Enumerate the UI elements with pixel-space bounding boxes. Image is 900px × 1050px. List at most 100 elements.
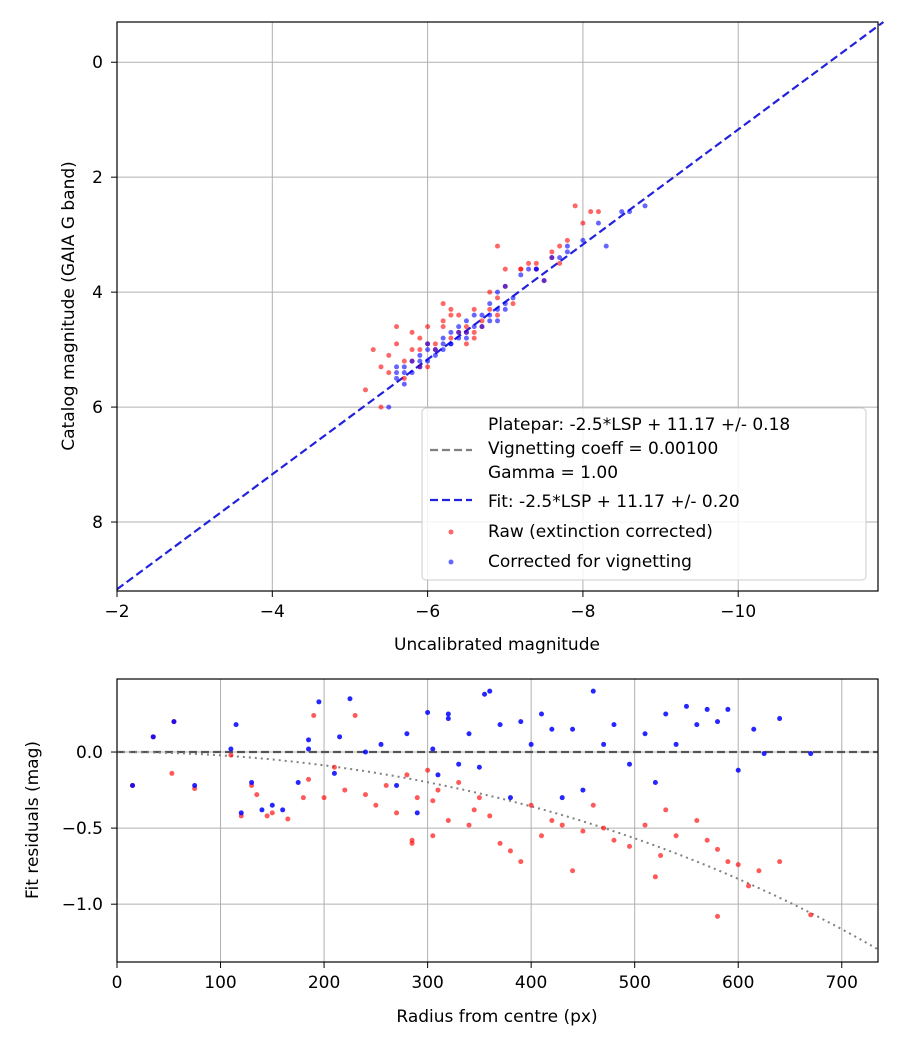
raw-residual-point: [228, 752, 234, 758]
raw-residual-point: [425, 767, 431, 773]
raw-residual-point: [362, 792, 368, 798]
calibration-plot-frame: [116, 21, 879, 592]
bottom-y-tick-label: 0.0: [76, 743, 103, 763]
raw-point: [401, 375, 407, 381]
raw-residual-point: [746, 883, 752, 889]
raw-residual-point: [704, 837, 710, 843]
corrected-point: [619, 209, 625, 215]
corrected-residual-point: [652, 779, 658, 785]
corrected-point: [564, 243, 570, 249]
corrected-residual-point: [331, 770, 337, 776]
corrected-point: [627, 209, 633, 215]
raw-residual-point: [487, 813, 493, 819]
top-y-tick-label: 2: [92, 168, 103, 188]
raw-residual-point: [264, 813, 270, 819]
raw-residual-point: [352, 713, 358, 719]
corrected-residual-point: [259, 807, 265, 813]
corrected-residual-point: [487, 688, 493, 694]
raw-point: [425, 324, 431, 330]
corrected-residual-point: [228, 746, 234, 752]
corrected-residual-point: [735, 767, 741, 773]
corrected-point: [463, 318, 469, 324]
corrected-residual-point: [269, 802, 275, 808]
corrected-residual-point: [580, 787, 586, 793]
corrected-residual-point: [539, 711, 545, 717]
corrected-residual-point: [394, 783, 400, 789]
corrected-residual-point: [694, 722, 700, 728]
corrected-point: [518, 272, 524, 278]
raw-residual-point: [300, 795, 306, 801]
raw-residual-point: [528, 802, 534, 808]
corrected-point: [425, 341, 431, 347]
corrected-residual-point: [404, 731, 410, 737]
corrected-point: [487, 318, 493, 324]
top-x-tick-label: −10: [720, 602, 756, 622]
corrected-point: [471, 312, 477, 318]
corrected-residual-point: [430, 746, 436, 752]
raw-residual-point: [735, 862, 741, 868]
corrected-residual-point: [777, 716, 783, 722]
corrected-residual-point: [150, 734, 156, 740]
raw-residual-point: [611, 837, 617, 843]
raw-residual-point: [430, 798, 436, 804]
raw-residual-point: [507, 848, 513, 854]
corrected-point: [456, 324, 462, 330]
corrected-point: [417, 358, 423, 364]
legend: Platepar: -2.5*LSP + 11.17 +/- 0.18 Vign…: [421, 407, 867, 581]
top-y-axis-label: Catalog magnitude (GAIA G band): [59, 161, 79, 451]
top-x-tick-label: −8: [570, 602, 595, 622]
corrected-residual-point: [663, 711, 669, 717]
corrected-residual-point: [570, 726, 576, 732]
raw-residual-point: [642, 822, 648, 828]
bottom-x-tick-label: 100: [204, 973, 236, 993]
raw-point: [557, 260, 563, 266]
top-y-tick-label: 4: [92, 283, 103, 303]
corrected-point: [417, 364, 423, 370]
corrected-point: [564, 249, 570, 255]
corrected-point: [440, 335, 446, 341]
raw-residual-point: [430, 833, 436, 839]
corrected-residual-point: [445, 711, 451, 717]
corrected-residual-point: [295, 779, 301, 785]
corrected-point: [394, 370, 400, 376]
raw-residual-point: [539, 833, 545, 839]
corrected-point: [479, 312, 485, 318]
raw-point: [533, 260, 539, 266]
bottom-y-tick-label: −1.0: [62, 895, 103, 915]
bottom-y-tick-label: −0.5: [62, 819, 103, 839]
raw-point: [401, 358, 407, 364]
raw-point: [471, 329, 477, 335]
bottom-x-tick-label: 400: [515, 973, 547, 993]
legend-fit: Fit: -2.5*LSP + 11.17 +/- 0.20: [488, 492, 740, 512]
corrected-point: [401, 370, 407, 376]
corrected-residual-point: [378, 741, 384, 747]
top-y-tick-label: 6: [92, 398, 103, 418]
corrected-residual-point: [611, 722, 617, 728]
raw-residual-point: [445, 818, 451, 823]
legend-platepar: Platepar: -2.5*LSP + 11.17 +/- 0.18: [488, 415, 790, 435]
corrected-residual-point: [725, 706, 731, 712]
top-x-axis-label: Uncalibrated magnitude: [394, 635, 600, 655]
raw-point: [378, 364, 384, 370]
corrected-residual-point: [808, 751, 814, 757]
raw-residual-point: [663, 807, 669, 813]
corrected-point: [479, 324, 485, 330]
corrected-residual-point: [466, 731, 472, 737]
raw-point: [549, 249, 555, 255]
corrected-point: [557, 255, 563, 261]
corrected-point: [510, 295, 516, 301]
raw-residual-point: [311, 713, 317, 719]
raw-residual-point: [777, 859, 783, 865]
legend-raw: Raw (extinction corrected): [488, 522, 713, 542]
raw-point: [487, 289, 493, 295]
corrected-residual-point: [497, 722, 503, 728]
raw-residual-point: [476, 795, 482, 801]
raw-residual-point: [590, 802, 596, 808]
raw-point: [595, 209, 601, 215]
raw-point: [463, 324, 469, 330]
corrected-residual-point: [435, 772, 441, 778]
corrected-residual-point: [528, 741, 534, 747]
raw-point: [362, 387, 368, 393]
top-x-tick-label: −6: [415, 602, 440, 622]
raw-residual-point: [694, 818, 700, 823]
